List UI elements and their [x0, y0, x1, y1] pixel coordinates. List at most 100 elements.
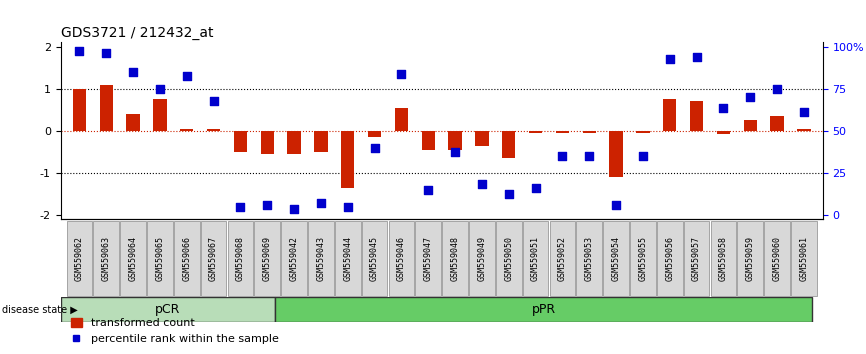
Bar [153, 99, 166, 131]
Text: GDS3721 / 212432_at: GDS3721 / 212432_at [61, 26, 213, 40]
FancyBboxPatch shape [362, 221, 387, 296]
FancyBboxPatch shape [335, 221, 360, 296]
Text: GSM559044: GSM559044 [343, 236, 352, 281]
Point [689, 55, 703, 60]
Text: GSM559056: GSM559056 [665, 236, 675, 281]
Bar [798, 129, 811, 131]
FancyBboxPatch shape [174, 221, 200, 296]
FancyBboxPatch shape [523, 221, 548, 296]
Text: GSM559064: GSM559064 [128, 236, 138, 281]
Point [395, 71, 409, 77]
Point [501, 192, 515, 197]
Legend: transformed count, percentile rank within the sample: transformed count, percentile rank withi… [66, 314, 283, 348]
Point [770, 86, 784, 92]
Text: GSM559059: GSM559059 [746, 236, 755, 281]
Bar [690, 102, 703, 131]
Text: GSM559063: GSM559063 [101, 236, 111, 281]
Text: GSM559066: GSM559066 [182, 236, 191, 281]
Text: disease state ▶: disease state ▶ [2, 305, 77, 315]
Text: GSM559046: GSM559046 [397, 236, 406, 281]
Text: GSM559042: GSM559042 [289, 236, 299, 281]
Text: pPR: pPR [532, 303, 556, 316]
Point [475, 181, 488, 187]
Text: GSM559050: GSM559050 [504, 236, 514, 281]
FancyBboxPatch shape [791, 221, 817, 296]
Bar [395, 108, 408, 131]
Bar [637, 131, 650, 133]
Point [341, 204, 355, 210]
Bar [261, 131, 274, 154]
FancyBboxPatch shape [737, 221, 763, 296]
FancyBboxPatch shape [443, 221, 468, 296]
FancyBboxPatch shape [389, 221, 414, 296]
Text: GSM559065: GSM559065 [155, 236, 165, 281]
Point [207, 99, 221, 104]
Point [100, 50, 113, 56]
Bar [100, 85, 113, 131]
Point [743, 95, 757, 100]
Text: GSM559057: GSM559057 [692, 236, 701, 281]
Bar [449, 131, 462, 150]
Bar [422, 131, 435, 150]
Bar [180, 129, 193, 131]
Point [609, 202, 623, 207]
Text: GSM559043: GSM559043 [316, 236, 326, 281]
FancyBboxPatch shape [255, 221, 280, 296]
Bar [341, 131, 354, 188]
Bar [73, 89, 86, 131]
FancyBboxPatch shape [683, 221, 709, 296]
FancyBboxPatch shape [577, 221, 602, 296]
Text: GSM559068: GSM559068 [236, 236, 245, 281]
FancyBboxPatch shape [275, 297, 812, 322]
FancyBboxPatch shape [710, 221, 736, 296]
Text: GSM559061: GSM559061 [799, 236, 809, 281]
Point [555, 153, 569, 159]
FancyBboxPatch shape [228, 221, 253, 296]
Point [234, 204, 248, 210]
FancyBboxPatch shape [308, 221, 333, 296]
Point [288, 206, 301, 212]
Bar [314, 131, 327, 152]
Text: GSM559048: GSM559048 [450, 236, 460, 281]
Text: GSM559062: GSM559062 [74, 236, 84, 281]
Point [261, 202, 275, 207]
Text: GSM559067: GSM559067 [209, 236, 218, 281]
FancyBboxPatch shape [94, 221, 120, 296]
Bar [556, 131, 569, 133]
Point [368, 145, 382, 151]
Bar [288, 131, 301, 154]
FancyBboxPatch shape [61, 297, 275, 322]
FancyBboxPatch shape [496, 221, 521, 296]
Bar [529, 131, 542, 133]
Text: GSM559049: GSM559049 [477, 236, 487, 281]
Point [797, 109, 811, 115]
FancyBboxPatch shape [604, 221, 629, 296]
Bar [610, 131, 623, 177]
Bar [663, 99, 676, 131]
Bar [502, 131, 515, 158]
Bar [234, 131, 247, 152]
Point [153, 86, 167, 92]
Bar [583, 131, 596, 133]
Text: GSM559060: GSM559060 [772, 236, 782, 281]
Text: GSM559052: GSM559052 [558, 236, 567, 281]
FancyBboxPatch shape [281, 221, 307, 296]
Point [716, 105, 730, 111]
Bar [717, 131, 730, 135]
Bar [771, 116, 784, 131]
Text: GSM559047: GSM559047 [423, 236, 433, 281]
FancyBboxPatch shape [416, 221, 441, 296]
Text: GSM559045: GSM559045 [370, 236, 379, 281]
FancyBboxPatch shape [120, 221, 146, 296]
Point [582, 153, 596, 159]
FancyBboxPatch shape [469, 221, 494, 296]
Text: GSM559051: GSM559051 [531, 236, 540, 281]
Point [636, 153, 650, 159]
Bar [368, 131, 381, 137]
FancyBboxPatch shape [764, 221, 790, 296]
Text: pCR: pCR [155, 303, 181, 316]
Point [448, 149, 462, 155]
Point [314, 200, 328, 205]
Point [126, 69, 140, 75]
FancyBboxPatch shape [550, 221, 575, 296]
